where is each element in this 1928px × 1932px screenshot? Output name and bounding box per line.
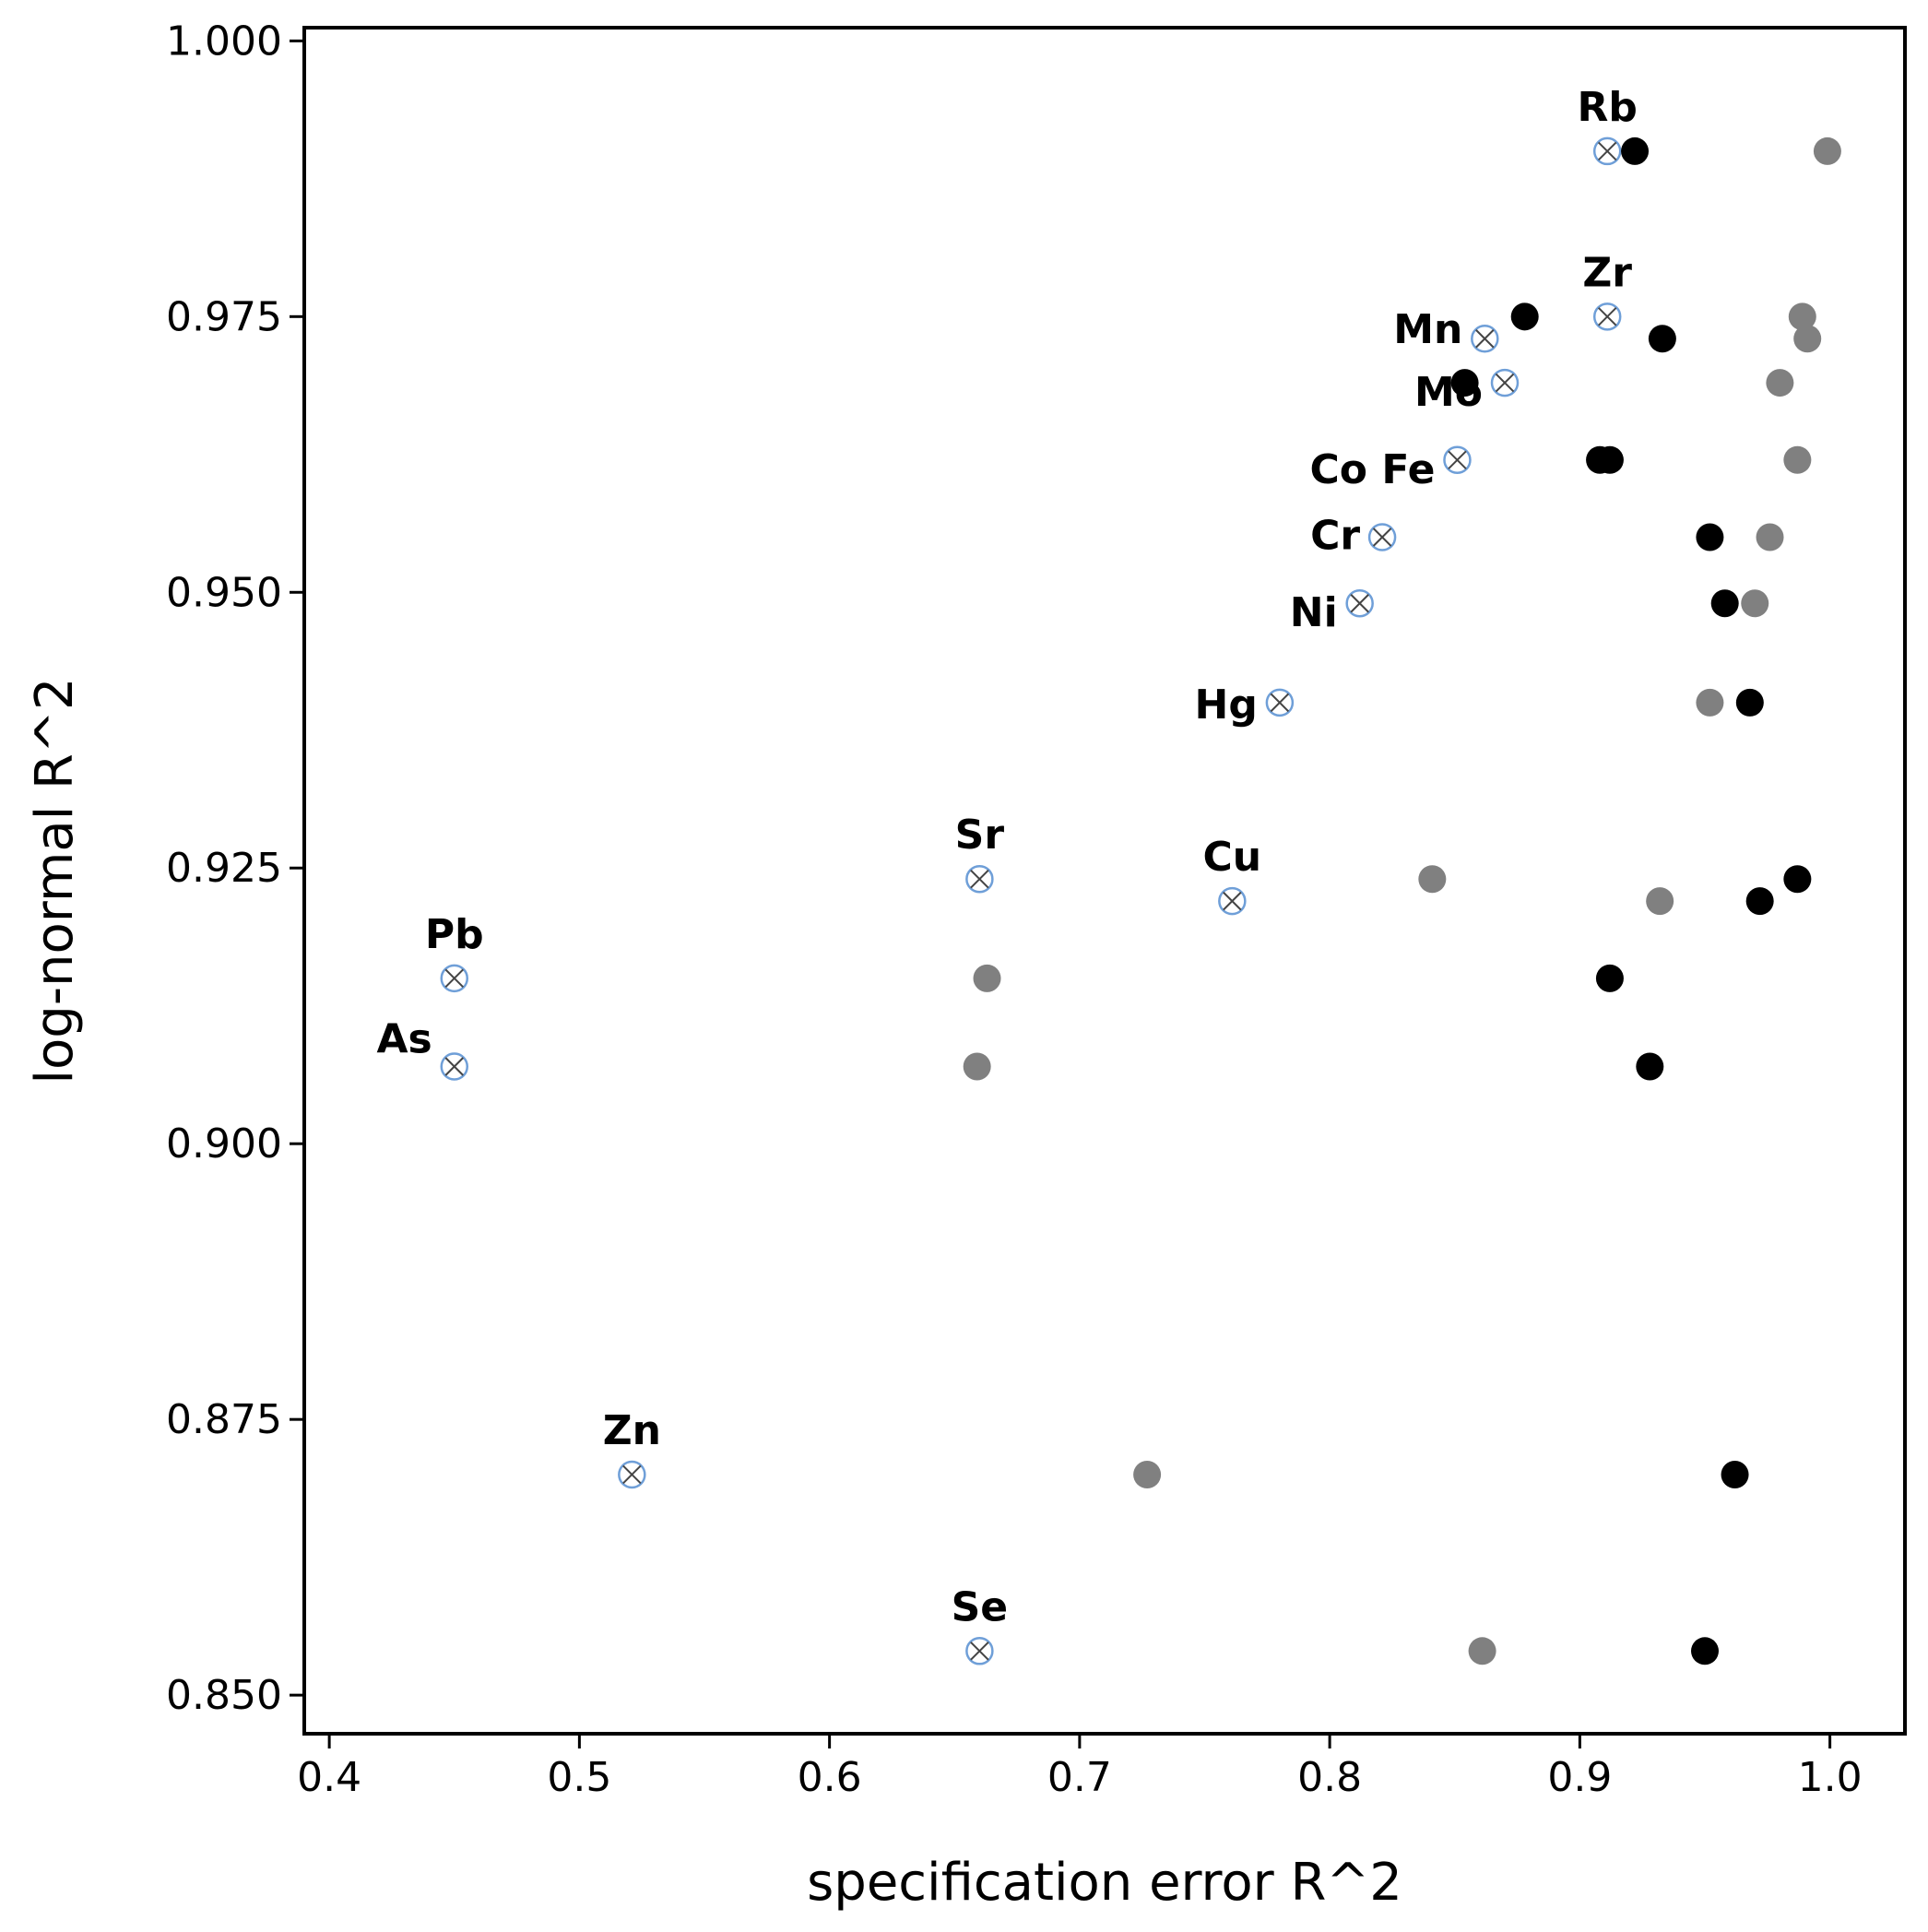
open-circle-x-point <box>440 964 468 993</box>
black-point <box>1783 865 1812 894</box>
open-point-cross <box>1223 891 1242 911</box>
black-point <box>1721 1460 1749 1488</box>
y-tick-label: 0.975 <box>166 293 282 340</box>
open-circle-x-point <box>1345 588 1374 618</box>
open-circle-x-point <box>1471 324 1499 353</box>
y-tick-label: 1.000 <box>166 18 282 65</box>
point-label: Rb <box>1578 84 1638 131</box>
point-label: Se <box>952 1583 1009 1630</box>
open-circle-x-point <box>1592 136 1622 166</box>
point-label: As <box>377 1016 432 1063</box>
point-label: Hg <box>1195 682 1258 729</box>
point-label: Cr <box>1310 512 1360 559</box>
point-label: Ni <box>1290 589 1338 636</box>
black-point <box>1735 688 1764 717</box>
y-axis-title: log-normal R^2 <box>25 677 85 1084</box>
x-tick-label: 0.7 <box>1047 1754 1112 1801</box>
open-point-cross <box>1350 594 1369 613</box>
open-point-cross <box>1495 373 1515 393</box>
point-label: Zn <box>603 1407 661 1454</box>
open-circle-x-point <box>1443 445 1472 475</box>
x-tick-label: 0.6 <box>798 1754 862 1801</box>
black-point <box>1636 1052 1664 1081</box>
point-label: Zr <box>1582 249 1632 296</box>
open-circle-x-point <box>1265 688 1295 717</box>
black-point <box>1696 523 1724 551</box>
open-point-cross <box>1598 307 1617 326</box>
open-point-cross <box>1448 450 1467 469</box>
gray-point <box>1468 1637 1496 1665</box>
open-point-cross <box>622 1464 642 1485</box>
open-point-cross <box>970 1642 989 1661</box>
plot-frame <box>302 26 1907 1736</box>
y-tick-label: 0.900 <box>166 1120 282 1167</box>
point-label: Mn <box>1393 306 1462 353</box>
black-point <box>1621 136 1650 165</box>
point-label: Pb <box>425 911 484 958</box>
gray-point <box>973 964 1001 992</box>
black-point <box>1450 369 1479 397</box>
open-point-cross <box>1598 141 1617 161</box>
x-axis-title: specification error R^2 <box>807 1853 1402 1913</box>
y-tick-label: 0.850 <box>166 1672 282 1719</box>
black-point <box>1691 1637 1719 1665</box>
gray-point <box>1788 302 1816 331</box>
open-circle-x-point <box>440 1052 468 1081</box>
y-tick-label: 0.875 <box>166 1396 282 1443</box>
x-tick-label: 0.5 <box>547 1754 611 1801</box>
gray-point <box>1766 369 1794 397</box>
gray-point <box>963 1052 991 1081</box>
black-point <box>1510 302 1539 331</box>
point-label: Mo <box>1414 369 1483 416</box>
gray-point <box>1418 865 1447 894</box>
x-tick-label: 1.0 <box>1798 1754 1863 1801</box>
gray-point <box>1756 523 1784 551</box>
black-point <box>1710 589 1739 618</box>
point-labels: Rb Zr Mn Mo Co Fe Cr Ni Hg Sr Cu Pb As Zn Se <box>377 84 1638 1630</box>
black-point <box>1595 445 1624 474</box>
open-point-cross <box>1270 693 1290 713</box>
black-point <box>1648 325 1676 353</box>
open-circle-x-point <box>618 1460 646 1489</box>
open-point-cross <box>970 869 989 889</box>
gray-point <box>1696 688 1724 717</box>
x-tick-label: 0.9 <box>1547 1754 1612 1801</box>
open-point-cross <box>444 968 464 989</box>
gray-point <box>1741 589 1769 618</box>
black-point <box>1595 964 1624 992</box>
gray-point <box>1813 136 1841 165</box>
black-point <box>1745 887 1774 916</box>
open-point-cross <box>1475 329 1495 349</box>
y-tick-label: 0.950 <box>166 569 282 616</box>
open-circle-x-point <box>1218 886 1247 916</box>
point-label: Sr <box>955 812 1005 859</box>
open-circle-x-point <box>965 1637 994 1665</box>
gray-point <box>1646 887 1674 916</box>
open-circle-x-point <box>1367 523 1397 551</box>
x-tick-label: 0.4 <box>297 1754 361 1801</box>
open-point-cross <box>444 1057 464 1076</box>
y-tick-label: 0.925 <box>166 845 282 892</box>
y-axis: 0.850 0.875 0.900 0.925 0.950 0.975 1.000 <box>166 18 304 1719</box>
data-points <box>440 136 1841 1665</box>
open-circle-x-point <box>1592 302 1622 331</box>
gray-point <box>1793 325 1822 353</box>
open-circle-x-point <box>1490 368 1520 397</box>
point-label: Cu <box>1203 834 1262 881</box>
gray-point <box>1783 445 1812 474</box>
x-axis: 0.4 0.5 0.6 0.7 0.8 0.9 1.0 <box>297 1734 1863 1801</box>
open-point-cross <box>1372 527 1392 547</box>
gray-point <box>1133 1460 1162 1488</box>
open-circle-x-point <box>965 864 994 894</box>
x-tick-label: 0.8 <box>1297 1754 1362 1801</box>
point-label: Co Fe <box>1310 446 1436 493</box>
